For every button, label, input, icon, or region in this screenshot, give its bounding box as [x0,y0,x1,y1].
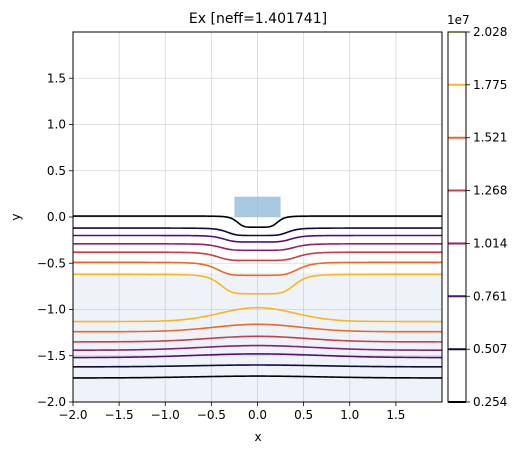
plot-area [72,31,443,403]
x-tick-label: −1.0 [151,408,180,422]
contour-line-12 [73,364,442,368]
x-tick-label: −1.5 [105,408,134,422]
x-tick-label: −2.0 [58,408,87,422]
colorbar-tick-label: 1.268 [473,184,507,198]
x-axis-label: x [254,430,261,444]
y-tick-label: −1.5 [37,349,66,363]
y-axis-label: y [9,213,23,220]
y-tick-label: 0.0 [47,210,66,224]
colorbar-tick-label: 0.507 [473,342,507,356]
colorbar-tick-label: 1.775 [473,78,507,92]
contour-line-3 [73,243,442,252]
contour-line-5 [73,261,442,277]
chart-title: Ex [neff=1.401741] [189,11,327,27]
colorbar-exponent: 1e7 [447,13,470,27]
y-tick-label: −0.5 [37,256,66,270]
grid-layer [72,32,442,403]
colorbar-tick-label: 0.761 [473,289,507,303]
contour-line-11 [72,353,443,359]
colorbar-tick-label: 1.521 [473,131,507,145]
x-tick-label: 0.5 [294,408,313,422]
y-tick-label: 1.0 [47,118,66,132]
x-tick-label: 1.5 [386,408,405,422]
colorbar-frame [447,31,467,403]
y-tick-label: −1.0 [37,303,66,317]
contour-line-6 [73,273,442,295]
y-tick-label: −2.0 [37,395,66,409]
colorbar-ticks: 0.254 0.507 0.761 1.014 1.268 1.521 1.775 2.028 [466,25,507,409]
colorbar-tick-label: 0.254 [473,395,507,409]
contour-line-4 [73,251,442,262]
contour-line-10 [73,344,442,351]
contour-line-2 [73,234,442,243]
colorbar: 0.254 0.507 0.761 1.014 1.268 1.521 1.775 2.028… [447,13,507,409]
contour-layer [72,215,443,379]
y-tick-label: 1.5 [47,71,66,85]
x-tick-label: 0.0 [248,408,267,422]
colorbar-tick-label: 2.028 [473,25,507,39]
y-tick-label: 0.5 [47,164,66,178]
x-axis-ticks: −2.0 −1.5 −1.0 −0.5 0.0 0.5 1.0 1.5 [58,402,405,422]
y-axis-ticks: −2.0 −1.5 −1.0 −0.5 0.0 0.5 1.0 1.5 [37,71,73,409]
colorbar-background [448,32,466,402]
contour-line-13 [73,375,442,379]
colorbar-tick-label: 1.014 [473,236,507,250]
contour-line-0 [73,215,442,228]
contour-line-9 [73,335,442,343]
contour-line-8 [73,323,442,333]
contour-line-7 [73,306,442,323]
x-tick-label: −0.5 [197,408,226,422]
contour-line-1 [73,227,442,237]
x-tick-label: 1.0 [340,408,359,422]
